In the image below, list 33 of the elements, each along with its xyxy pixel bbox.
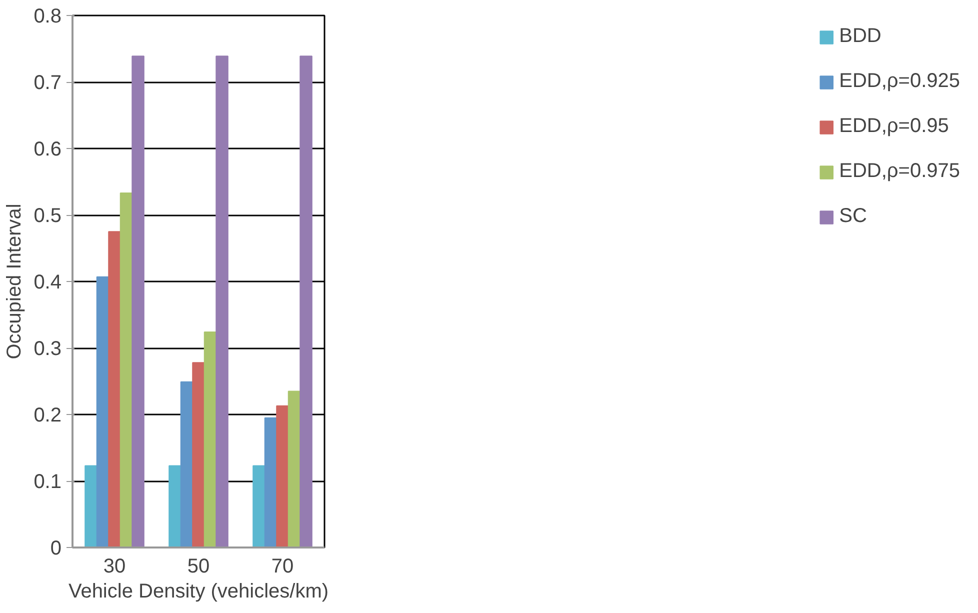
y-tick-label: 0.7 bbox=[34, 72, 62, 94]
legend-label: EDD,ρ=0.975 bbox=[839, 160, 960, 183]
bar bbox=[192, 362, 205, 548]
bar bbox=[168, 465, 182, 548]
legend-label: EDD,ρ=0.925 bbox=[839, 70, 960, 93]
x-axis-title: Vehicle Density (vehicles/km) bbox=[68, 580, 329, 602]
y-tick-label: 0.1 bbox=[34, 471, 62, 493]
x-tick-label: 30 bbox=[103, 556, 126, 578]
bar bbox=[84, 465, 98, 548]
bar bbox=[96, 276, 110, 548]
y-tick-label: 0.5 bbox=[34, 205, 62, 227]
bar bbox=[252, 465, 266, 548]
bar bbox=[288, 390, 301, 548]
x-tick-label: 70 bbox=[271, 556, 294, 578]
y-tick-label: 0.8 bbox=[34, 6, 62, 28]
legend-label: EDD,ρ=0.95 bbox=[839, 115, 949, 138]
bar bbox=[276, 405, 289, 548]
y-tick-label: 0.6 bbox=[34, 138, 62, 160]
legend-label: SC bbox=[839, 205, 867, 228]
y-tick-label: 0.4 bbox=[34, 272, 62, 294]
bar bbox=[108, 231, 121, 548]
x-tick-label: 50 bbox=[187, 556, 210, 578]
legend-label: BDD bbox=[839, 25, 882, 48]
bar bbox=[204, 332, 217, 548]
bar bbox=[216, 56, 228, 548]
y-axis-title: Occupied Interval bbox=[4, 204, 26, 360]
bar bbox=[132, 56, 144, 548]
y-tick-label: 0.2 bbox=[34, 404, 62, 426]
bar bbox=[120, 192, 133, 548]
bar bbox=[300, 56, 312, 548]
y-tick-label: 0 bbox=[50, 538, 62, 560]
y-tick-label: 0.3 bbox=[34, 338, 62, 360]
bar bbox=[180, 381, 194, 548]
